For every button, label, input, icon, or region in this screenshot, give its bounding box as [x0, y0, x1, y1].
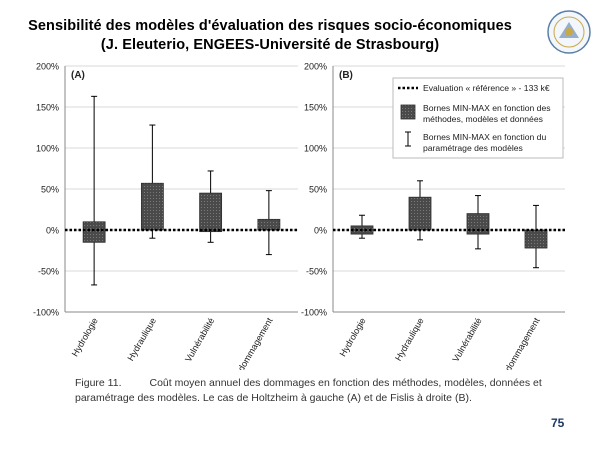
legend-marker-box: [400, 104, 416, 120]
panel-label: (A): [71, 70, 85, 81]
minmax-box: [408, 196, 432, 231]
y-tick-label: 50%: [41, 185, 59, 195]
y-tick-label: 100%: [304, 144, 327, 154]
legend-label: Evaluation « référence » - 133 k€: [423, 83, 550, 93]
x-tick-label: Hydrologie: [338, 316, 368, 358]
x-tick-label: Vulnérabilité: [183, 316, 216, 364]
page-subtitle: (J. Eleuterio, ENGEES-Université de Stra…: [100, 37, 440, 53]
minmax-box: [524, 229, 548, 249]
x-tick-label: Endommagement: [230, 316, 274, 370]
legend-label: Bornes MIN-MAX en fonction des: [423, 103, 551, 113]
legend-label: paramétrage des modèles: [423, 143, 523, 153]
legend-frame: [392, 77, 564, 159]
chart-panel-b: -100% -50% 0% 50% 100% 150% 200% (B) Hydrologie H…: [301, 62, 565, 370]
chart-panel-a: -100% -50% 0% 50% 100% 150% 200% (A) Hydrologie H…: [33, 62, 298, 370]
y-tick-label: 200%: [304, 62, 327, 72]
legend-label: méthodes, modèles et données: [423, 114, 543, 124]
y-tick-label: 0%: [314, 226, 327, 236]
y-tick-label: -50%: [306, 267, 327, 277]
minmax-box: [82, 221, 106, 243]
x-tick-label: Hydraulique: [125, 316, 158, 363]
minmax-box: [199, 192, 223, 233]
minmax-box: [257, 218, 281, 231]
y-tick-label: 0%: [46, 226, 59, 236]
y-tick-label: 50%: [309, 185, 327, 195]
figure-caption: Figure 11. Coût moyen annuel des dommages…: [75, 376, 575, 406]
legend-label: Bornes MIN-MAX en fonction du: [423, 132, 546, 142]
caption-label: Figure 11.: [75, 377, 122, 389]
page-title: Sensibilité des modèles d'évaluation des…: [28, 18, 512, 34]
y-tick-label: -100%: [33, 308, 59, 318]
minmax-box: [140, 182, 164, 231]
y-tick-label: -100%: [301, 308, 327, 318]
x-tick-label: Hydrologie: [70, 316, 100, 358]
caption-line-1: Figure 11. Coût moyen annuel des dommages…: [75, 376, 575, 391]
page-number: 75: [551, 416, 565, 430]
chart-legend: Evaluation « référence » - 133 k€ Bornes …: [392, 77, 564, 159]
x-tick-label: Hydraulique: [393, 316, 426, 363]
y-tick-label: 100%: [36, 144, 59, 154]
panel-label: (B): [339, 70, 353, 81]
institution-logo-icon: [547, 10, 591, 54]
charts-canvas: -100% -50% 0% 50% 100% 150% 200% (A) Hydrologie H…: [33, 62, 565, 370]
caption-line-2: paramétrage des modèles. Le cas de Holtz…: [75, 392, 472, 404]
y-tick-label: -50%: [38, 267, 59, 277]
x-tick-label: Vulnérabilité: [450, 316, 483, 364]
y-tick-label: 200%: [36, 62, 59, 72]
y-tick-label: 150%: [304, 103, 327, 113]
x-tick-label: Endommagement: [498, 316, 542, 370]
y-tick-label: 150%: [36, 103, 59, 113]
caption-text-1: Coût moyen annuel des dommages en foncti…: [149, 377, 542, 389]
